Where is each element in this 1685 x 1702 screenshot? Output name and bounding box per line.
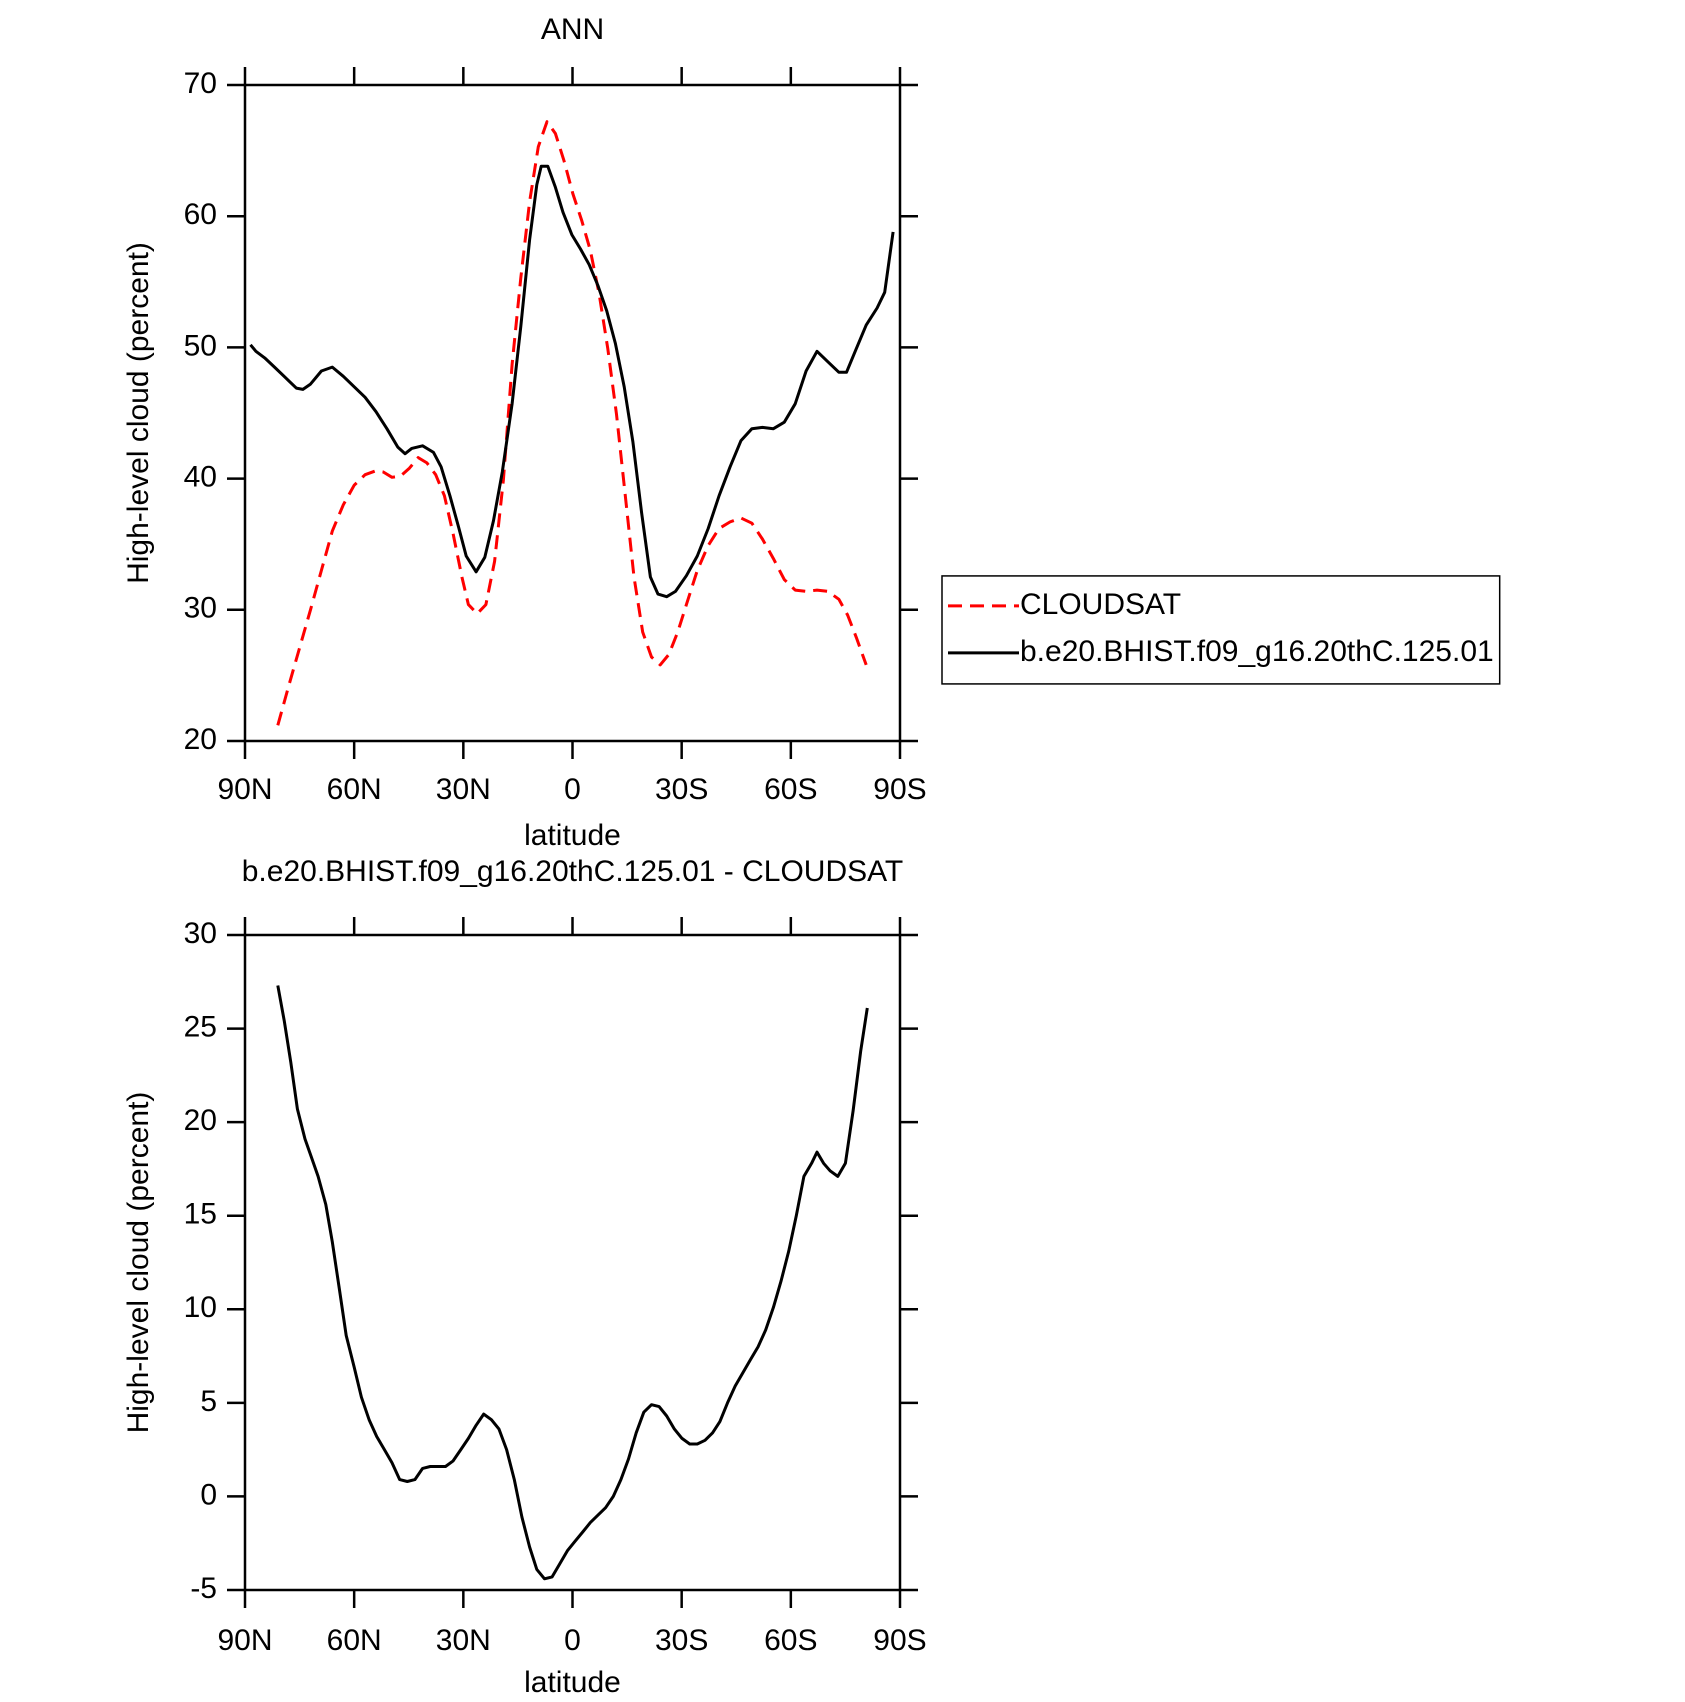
y-tick-label: 70 bbox=[184, 67, 217, 100]
y-axis-label: High-level cloud (percent) bbox=[122, 242, 155, 584]
data-line bbox=[276, 985, 869, 1581]
data-line bbox=[276, 120, 868, 726]
x-tick-label: 60S bbox=[764, 773, 817, 806]
plot: ANN 20 30 40 50 60 70 90N 60N 30N 0 30S 60S 90S latitu… bbox=[122, 13, 1501, 852]
x-tick-label: 0 bbox=[564, 773, 581, 806]
x-tick-label: 30S bbox=[655, 773, 708, 806]
plot-frame bbox=[243, 933, 902, 1592]
x-tick-label: 60N bbox=[327, 773, 382, 806]
x-tick-label: 0 bbox=[564, 1624, 581, 1657]
x-axis-label: latitude bbox=[524, 819, 621, 852]
y-tick-label: 5 bbox=[200, 1385, 217, 1418]
y-tick-label: 10 bbox=[184, 1291, 217, 1324]
plot: b.e20.BHIST.f09_g16.20thC.125.01 - CLOUD… bbox=[122, 855, 927, 1699]
legend-label: CLOUDSAT bbox=[1020, 588, 1181, 621]
y-tick-label: -5 bbox=[190, 1572, 217, 1605]
legend-label: b.e20.BHIST.f09_g16.20thC.125.01 bbox=[1020, 635, 1494, 668]
x-tick-label: 90N bbox=[217, 1624, 272, 1657]
y-tick-label: 15 bbox=[184, 1198, 217, 1231]
x-tick-label: 90S bbox=[873, 1624, 926, 1657]
chart-title: b.e20.BHIST.f09_g16.20thC.125.01 - CLOUD… bbox=[242, 855, 903, 888]
x-axis-label: latitude bbox=[524, 1666, 621, 1699]
x-tick-label: 90S bbox=[873, 773, 926, 806]
data-line bbox=[249, 164, 895, 599]
y-tick-label: 50 bbox=[184, 329, 217, 362]
plot-frame bbox=[243, 83, 902, 743]
x-tick-label: 60S bbox=[764, 1624, 817, 1657]
legend: CLOUDSAT b.e20.BHIST.f09_g16.20thC.125.01 bbox=[941, 575, 1501, 685]
x-tick-label: 60N bbox=[327, 1624, 382, 1657]
y-tick-label: 30 bbox=[184, 592, 217, 625]
y-tick-label: 60 bbox=[184, 198, 217, 231]
x-tick-label: 30N bbox=[436, 1624, 491, 1657]
y-tick-label: 25 bbox=[184, 1010, 217, 1043]
x-tick-label: 30N bbox=[436, 773, 491, 806]
x-tick-label: 90N bbox=[217, 773, 272, 806]
y-axis-label: High-level cloud (percent) bbox=[122, 1092, 155, 1434]
y-tick-label: 30 bbox=[184, 917, 217, 950]
y-tick-label: 0 bbox=[200, 1478, 217, 1511]
x-tick-label: 30S bbox=[655, 1624, 708, 1657]
y-tick-label: 40 bbox=[184, 461, 217, 494]
y-tick-label: 20 bbox=[184, 723, 217, 756]
legend-box bbox=[941, 575, 1501, 685]
y-tick-label: 20 bbox=[184, 1104, 217, 1137]
chart-title: ANN bbox=[541, 13, 604, 46]
